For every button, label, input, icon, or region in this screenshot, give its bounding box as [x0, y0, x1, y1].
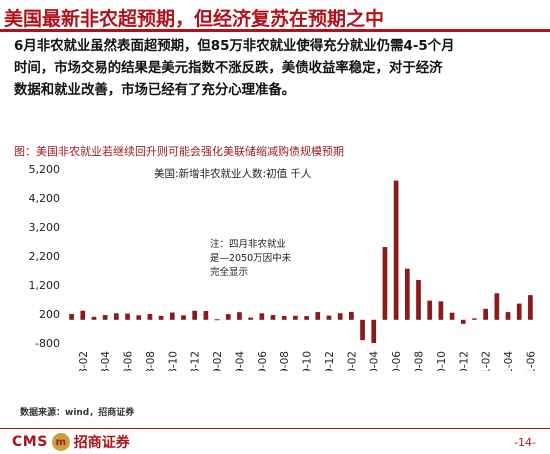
summary-line-3: 数据和就业改善，市场已经有了充分心理准备。 — [14, 83, 296, 98]
bar-2018-02 — [80, 310, 86, 320]
bar-2020-05 — [382, 247, 388, 320]
bar-2019-07 — [270, 315, 276, 320]
x-tick-label: 2019-06 — [257, 351, 269, 371]
y-tick-label: 5,200 — [29, 163, 61, 176]
footer-divider — [0, 428, 550, 429]
bar-2018-05 — [114, 313, 119, 320]
annotation-line-3: 完全显示 — [210, 266, 248, 278]
bar-2018-08 — [147, 313, 153, 320]
bar-2021-03 — [494, 293, 500, 320]
bar-2019-04 — [237, 312, 242, 320]
page-number: -14- — [514, 436, 536, 449]
x-tick-label: 2018-10 — [167, 351, 179, 371]
bar-2019-10 — [304, 316, 309, 320]
bar-2018-01 — [69, 314, 74, 320]
bar-2019-11 — [315, 312, 321, 320]
x-tick-label: 2018-12 — [190, 351, 202, 371]
y-tick-label: 2,200 — [29, 250, 61, 263]
bar-2020-07 — [404, 268, 410, 320]
title-divider — [0, 29, 550, 32]
bar-2019-02 — [214, 319, 220, 321]
bar-2021-04 — [505, 312, 511, 320]
bar-2020-10 — [438, 301, 444, 320]
bar-2018-03 — [91, 316, 97, 320]
bar-2021-01 — [472, 318, 477, 320]
x-tick-label: 2019-10 — [302, 351, 314, 371]
y-tick-label: 1,200 — [29, 279, 61, 292]
bar-2020-01 — [337, 313, 343, 320]
page-title: 美国最新非农超预期，但经济复苏在预期之中 — [4, 8, 385, 30]
bar-2020-04 — [371, 319, 377, 343]
bar-2021-05 — [516, 303, 522, 320]
bar-2019-05 — [248, 317, 253, 320]
x-tick-label: 2020-10 — [436, 351, 448, 371]
x-tick-label: 2020-06 — [391, 351, 403, 371]
bar-2020-12 — [460, 319, 466, 324]
x-tick-label: 2021-04 — [503, 351, 515, 371]
bar-2018-04 — [102, 315, 108, 320]
data-source: 数据来源：wind，招商证券 — [20, 408, 135, 418]
x-tick-label: 2020-12 — [458, 351, 470, 371]
bar-2018-06 — [125, 313, 130, 320]
x-tick-label: 2019-12 — [324, 351, 336, 371]
bar-2018-10 — [169, 312, 175, 320]
annotation-line-2: 是—2050万因中未 — [210, 252, 292, 264]
logo-text-en: CMS — [12, 434, 48, 450]
bar-2018-09 — [158, 315, 164, 320]
bar-2021-06 — [528, 295, 533, 320]
bar-2020-08 — [416, 280, 421, 320]
y-tick-label: 3,200 — [29, 221, 61, 234]
x-tick-label: 2018-04 — [100, 351, 112, 371]
bar-2018-11 — [181, 315, 186, 320]
bar-2018-07 — [136, 315, 142, 320]
y-tick-label: -800 — [35, 337, 60, 350]
bar-2019-12 — [326, 315, 332, 320]
logo-text-cn: 招商证券 — [73, 435, 130, 451]
x-tick-label: 2020-02 — [346, 351, 358, 371]
x-tick-label: 2020-08 — [414, 351, 426, 371]
x-tick-label: 2018-08 — [145, 351, 157, 371]
annotation-line-1: 注：四月非农就业 — [210, 238, 286, 250]
chart-legend: 美国:新增非农就业人数:初值 千人 — [154, 167, 312, 180]
x-tick-label: 2021-06 — [525, 351, 537, 371]
x-tick-label: 2018-06 — [123, 351, 135, 371]
bar-2020-11 — [449, 312, 455, 320]
y-tick-label: 4,200 — [29, 192, 61, 205]
chart-panel: 图：美国非农就业若继续回升则可能会强化美联储缩减购债规模预期 5,200 4,20… — [14, 143, 544, 371]
bar-2020-06 — [393, 180, 399, 320]
bar-2019-01 — [203, 310, 209, 320]
summary-line-1: 6月非农就业虽然表面超预期，但85万非农就业使得充分就业仍需4-5个月 — [14, 39, 455, 54]
bar-2020-02 — [349, 311, 354, 320]
bar-2019-06 — [259, 313, 265, 320]
chart-title: 图：美国非农就业若继续回升则可能会强化美联储缩减购债规模预期 — [14, 145, 344, 158]
bar-2021-02 — [483, 308, 488, 320]
x-tick-label: 2020-04 — [369, 351, 381, 371]
summary-text: 6月非农就业虽然表面超预期，但85万非农就业使得充分就业仍需4-5个月 时间，市… — [14, 36, 544, 102]
summary-line-2: 时间，市场交易的结果是美元指数不涨反跌，美债收益率稳定，对于经济 — [14, 61, 443, 76]
x-tick-label: 2021-02 — [481, 351, 493, 371]
header-bar: 美国最新非农超预期，但经济复苏在预期之中 — [0, 0, 550, 30]
company-logo: CMS m 招商证券 — [12, 432, 130, 452]
logo-emblem-icon: m — [51, 433, 70, 451]
bar-2019-03 — [225, 314, 231, 320]
bar-chart: 5,200 4,200 3,200 2,200 1,200 200 -800 2018-02… — [29, 163, 538, 371]
bar-2020-03 — [360, 319, 365, 341]
x-tick-label: 2019-08 — [279, 351, 291, 371]
y-tick-label: 200 — [39, 308, 60, 321]
x-tick-label: 2018-02 — [78, 351, 90, 371]
x-tick-label: 2019-04 — [234, 351, 246, 371]
bar-2019-09 — [293, 315, 298, 320]
bar-2018-12 — [192, 310, 198, 320]
x-tick-label: 2019-02 — [212, 351, 224, 371]
bar-2019-08 — [281, 316, 287, 320]
bar-2020-09 — [427, 300, 433, 320]
